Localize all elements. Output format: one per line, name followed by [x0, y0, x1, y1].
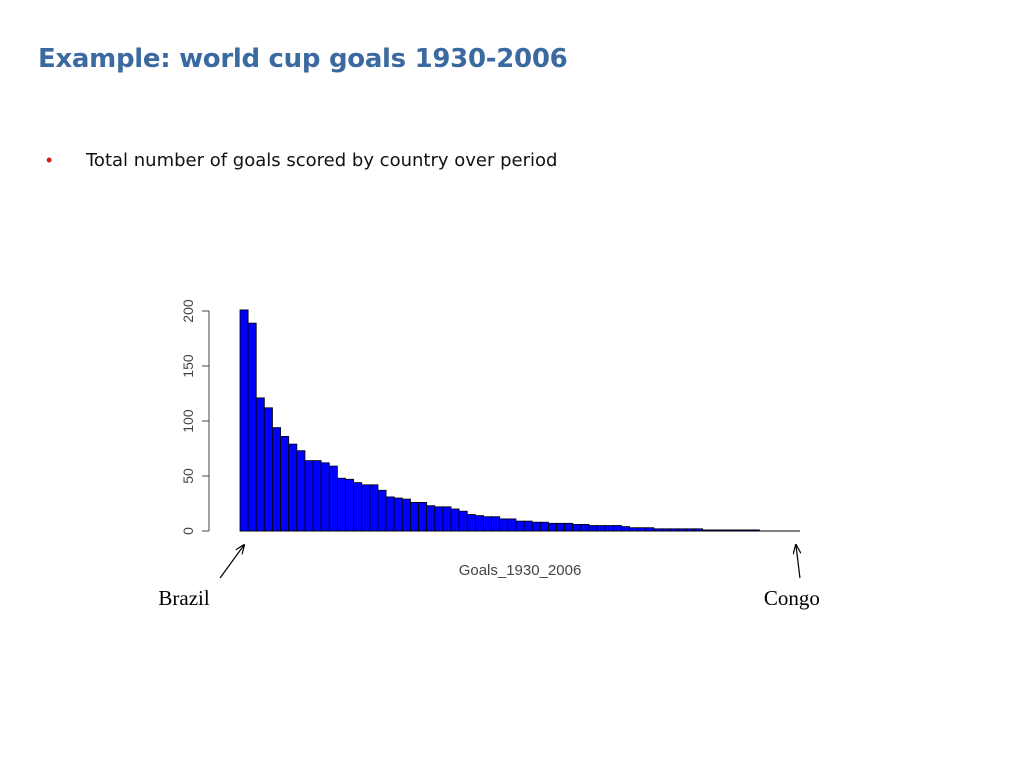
bar	[426, 505, 436, 532]
annotation-label: Congo	[764, 586, 820, 610]
bar	[458, 510, 468, 532]
y-tick-label: 0	[180, 527, 196, 535]
bar	[564, 522, 574, 532]
bar	[474, 515, 484, 532]
bar	[466, 514, 476, 532]
bar	[353, 482, 363, 532]
bar	[548, 522, 557, 532]
bar	[320, 462, 330, 532]
annotations: Brazil Congo	[158, 545, 820, 610]
y-axis: 0 50 100 150 200	[180, 299, 210, 535]
bar	[263, 407, 273, 532]
bar	[507, 518, 517, 532]
bar	[272, 427, 281, 532]
bar	[385, 496, 395, 532]
bar	[239, 309, 249, 532]
bar	[588, 525, 598, 532]
bar	[531, 521, 541, 532]
bar	[418, 501, 428, 532]
annotation-label: Brazil	[158, 586, 209, 610]
bar	[401, 498, 411, 532]
bullet-text: Total number of goals scored by country …	[86, 150, 558, 171]
y-tick-label: 100	[180, 409, 196, 433]
y-tick-label: 150	[180, 354, 196, 378]
annotation-congo: Congo	[764, 545, 820, 610]
bar	[442, 506, 452, 532]
bar	[499, 518, 509, 532]
y-tick-label: 200	[180, 299, 196, 323]
bar	[596, 525, 606, 532]
bar	[377, 489, 387, 532]
bar	[345, 478, 355, 532]
bar	[312, 460, 322, 532]
annotation-arrow	[219, 545, 244, 579]
bar	[280, 435, 290, 532]
bar	[450, 508, 460, 532]
bar	[304, 460, 314, 532]
bar	[483, 516, 493, 532]
bar	[336, 477, 346, 532]
bar	[410, 501, 419, 532]
bullet-dot-icon: •	[46, 150, 53, 170]
bar	[288, 443, 298, 532]
y-tick-label: 50	[180, 468, 196, 484]
bar	[369, 484, 379, 532]
bar	[539, 521, 549, 532]
bar	[255, 397, 265, 532]
bar	[515, 520, 525, 532]
bar	[612, 525, 622, 532]
bar	[328, 465, 338, 532]
annotation-arrow	[796, 545, 800, 579]
bar	[393, 497, 403, 532]
bar	[491, 516, 501, 532]
bar	[621, 526, 630, 532]
bar	[247, 322, 257, 532]
bar	[434, 506, 444, 532]
bar	[361, 484, 371, 532]
annotation-brazil: Brazil	[158, 545, 244, 610]
bullet-item: • Total number of goals scored by countr…	[46, 150, 557, 171]
bar-series	[239, 309, 800, 532]
bar	[580, 524, 590, 532]
slide-title: Example: world cup goals 1930-2006	[38, 44, 568, 74]
x-axis-title: Goals_1930_2006	[459, 562, 582, 579]
bar	[572, 524, 582, 532]
bar	[523, 520, 533, 532]
bar	[296, 450, 306, 532]
bar	[604, 525, 614, 532]
bar	[556, 522, 566, 532]
